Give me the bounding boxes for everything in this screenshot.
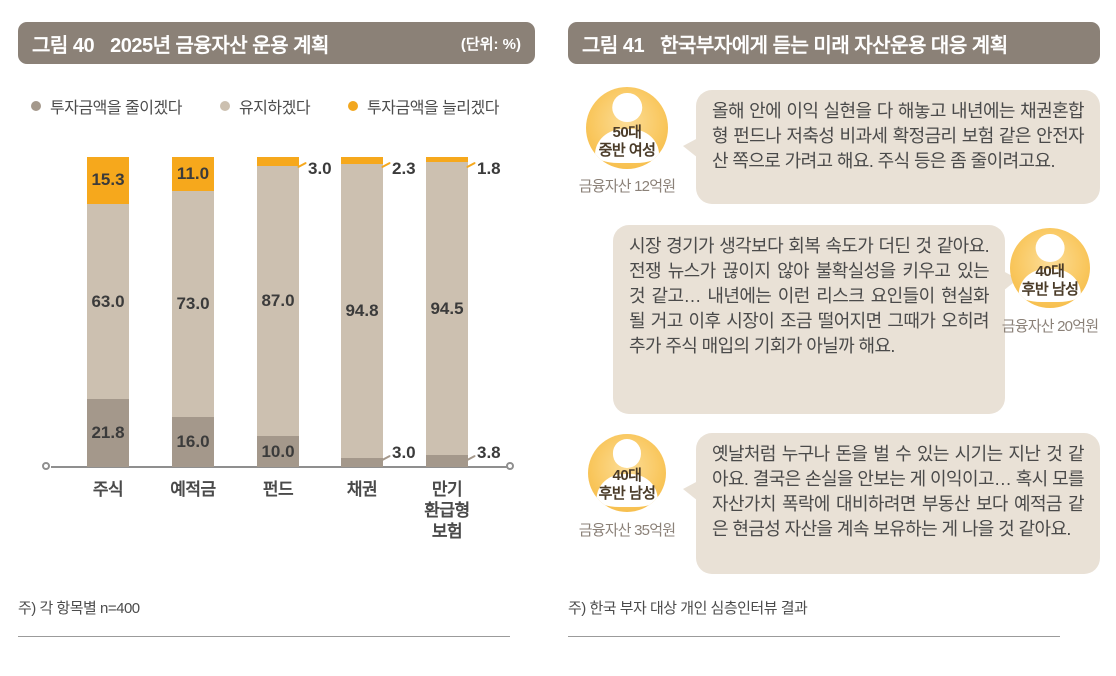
bar-segment-increase-5 [426,156,468,163]
value-label-reduce-3: 10.0 [261,441,295,461]
figure40-note: 주) 각 항목별 n=400 [18,600,140,617]
bar-segment-maintain-4 [341,163,383,458]
figure41-label: 그림 41 [582,34,645,57]
persona-name: 40대 후반 남성 [1021,263,1079,298]
value-label-reduce-4: 3.0 [392,443,416,462]
persona-assets: 금융자산 35억원 [578,522,676,539]
person-avatar-icon [588,434,666,512]
value-label-increase-2: 11.0 [176,164,210,184]
speech-bubble-3: 옛날처럼 누구나 돈을 벌 수 있는 시기는 지난 것 같아요. 결국은 손실을… [683,433,1100,574]
value-label-maintain-5: 94.5 [430,298,464,318]
person-avatar-icon [1010,228,1090,308]
legend-item-reduce: 투자금액을 줄이겠다 [31,94,182,118]
value-label-maintain-4: 94.8 [345,300,379,320]
value-label-maintain-2: 73.0 [176,294,210,314]
speech-bubble-2: 시장 경기가 생각보다 회복 속도가 더딘 것 같아요. 전쟁 뉴스가 끊이지 … [613,225,1018,414]
category-label-1: 주식 [92,480,124,499]
legend-dot-increase-icon [348,101,359,111]
bar-segment-increase-4 [341,156,383,164]
figure41-header: 그림 41 한국부자에게 듣는 미래 자산운용 대응 계획 [568,22,1100,64]
axis-end-dot-left [42,462,50,470]
bar-segment-increase-2 [172,157,214,192]
persona-name: 50대 중반 여성 [598,124,656,159]
figure40-label: 그림 40 [32,34,95,57]
stacked-bar-chart: 21.8 63.0 15.3 주식 16.0 73.0 11.0 예적금 10.0 87.0 3.0… [18,150,538,541]
category-label-5: 만기 환급형 보험 [424,480,470,541]
bar-segment-increase-1 [87,156,129,205]
interviewee-1: 50대 중반 여성 금융자산 12억원 [565,87,689,196]
bar-segment-maintain-2 [172,191,214,418]
value-label-increase-3: 3.0 [308,159,332,178]
persona-name: 40대 후반 남성 [598,467,656,502]
legend-label-increase: 투자금액을 늘리겠다 [367,100,499,117]
value-label-reduce-2: 16.0 [176,432,210,452]
bar-segment-reduce-4 [341,457,383,467]
bar-segment-reduce-1 [87,399,129,467]
persona-assets: 금융자산 20억원 [1001,318,1099,335]
figure40-header: 그림 40 2025년 금융자산 운용 계획 (단위: %) [18,22,535,64]
bar-segment-reduce-2 [172,417,214,467]
value-label-maintain-1: 63.0 [91,291,125,311]
figure41-note: 주) 한국 부자 대상 개인 심층인터뷰 결과 [568,600,808,617]
x-axis-line [51,466,509,468]
value-label-increase-1: 15.3 [91,170,125,190]
bar-segment-increase-3 [257,157,299,167]
figure41-bottom-rule [568,636,1060,637]
legend-label-maintain: 유지하겠다 [238,100,311,117]
category-label-3: 펀드 [262,480,294,499]
value-label-maintain-3: 87.0 [261,291,295,311]
value-label-increase-4: 2.3 [392,158,416,178]
figure40-bottom-rule [18,636,510,637]
category-label-2: 예적금 [170,480,216,499]
persona-assets: 금융자산 12억원 [578,178,676,195]
bar-segment-maintain-3 [257,166,299,436]
bar-segment-reduce-5 [426,455,468,467]
legend-item-maintain: 유지하겠다 [219,94,311,118]
figure41-title: 한국부자에게 듣는 미래 자산운용 대응 계획 [660,34,1008,57]
value-label-reduce-1: 21.8 [91,423,125,443]
speech-bubble-1: 올해 안에 이익 실현을 다 해놓고 내년에는 채권혼합형 펀드나 저축성 비과… [683,90,1100,204]
chart-legend: 투자금액을 줄이겠다 유지하겠다 투자금액을 늘리겠다 [31,94,537,118]
bar-segment-maintain-5 [426,162,468,456]
value-label-increase-5: 1.8 [477,158,501,178]
bar-segment-maintain-1 [87,204,129,400]
person-avatar-icon [586,87,668,169]
legend-label-reduce: 투자금액을 줄이겠다 [50,100,182,117]
figure40-unit: (단위: %) [460,35,521,53]
category-label-4: 채권 [346,480,378,499]
axis-end-dot-right [506,462,514,470]
legend-dot-reduce-icon [31,101,41,111]
legend-item-increase: 투자금액을 늘리겠다 [348,94,499,118]
figure40-title: 2025년 금융자산 운용 계획 [110,34,329,57]
bar-segment-reduce-3 [257,436,299,467]
value-label-reduce-5: 3.8 [477,443,501,462]
legend-dot-maintain-icon [219,101,230,111]
interviewee-3: 40대 후반 남성 금융자산 35억원 [565,434,689,540]
interviewee-2: 40대 후반 남성 금융자산 20억원 [988,228,1112,336]
